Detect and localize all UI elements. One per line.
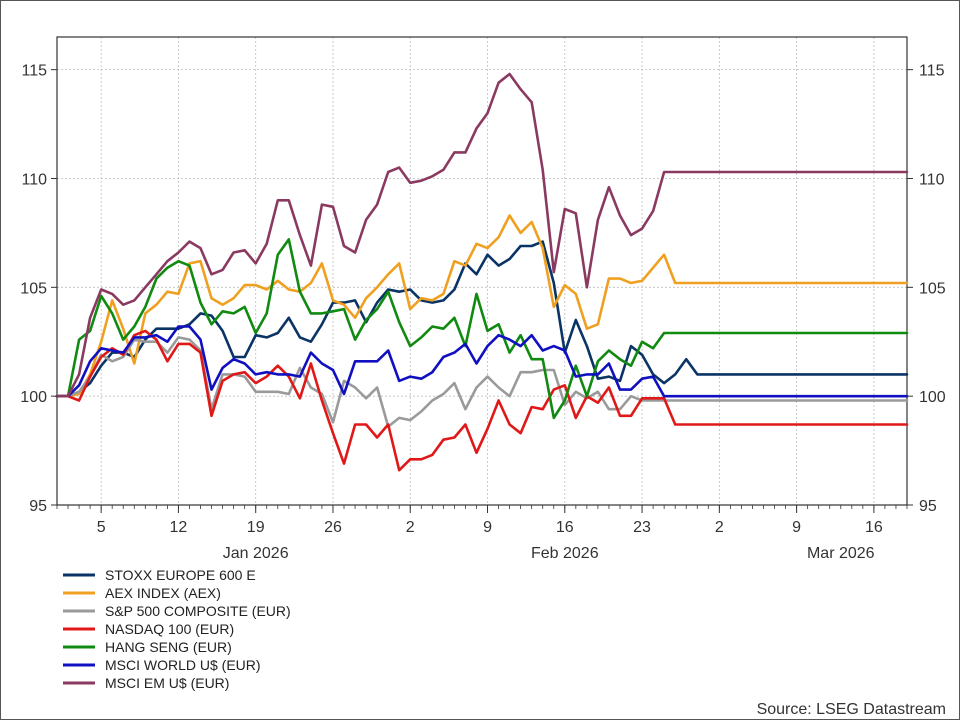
source-note: Source: LSEG Datastream: [757, 701, 946, 718]
y-tick-label-left: 105: [20, 280, 47, 297]
series-line-4: [55, 238, 909, 420]
legend-label: MSCI WORLD U$ (EUR): [105, 657, 261, 673]
y-tick-label-right: 115: [919, 63, 945, 80]
plot-border: [56, 36, 908, 506]
x-tick-label: 9: [483, 519, 492, 536]
legend-label: NASDAQ 100 (EUR): [105, 621, 234, 637]
series-line-5: [55, 325, 909, 398]
y-tick-label-left: 95: [29, 498, 47, 515]
legend-label: HANG SENG (EUR): [105, 639, 232, 655]
legend: STOXX EUROPE 600 E AEX INDEX (AEX) S&P 500…: [63, 567, 291, 691]
x-month-label: Feb 2026: [531, 545, 599, 562]
x-tick-label: 12: [170, 519, 188, 536]
y-tick-label-right: 100: [919, 389, 946, 406]
series-line-3: [55, 329, 909, 472]
y-tick-label-right: 95: [919, 498, 937, 515]
y-tick-label-right: 105: [919, 280, 946, 297]
x-tick-label: 16: [865, 519, 883, 536]
legend-label: AEX INDEX (AEX): [105, 585, 221, 601]
x-tick-label: 23: [633, 519, 651, 536]
legend-label: S&P 500 COMPOSITE (EUR): [105, 603, 291, 619]
x-tick-label: 9: [792, 519, 801, 536]
y-tick-label-right: 110: [919, 171, 945, 188]
grid: [57, 37, 907, 506]
y-tick-label-left: 115: [21, 63, 47, 80]
y-tick-label-left: 110: [21, 171, 47, 188]
legend-label: STOXX EUROPE 600 E: [105, 567, 256, 583]
series-layer: [55, 72, 909, 472]
x-tick-label: 26: [324, 519, 342, 536]
series-line-2: [55, 336, 909, 428]
series-line-0: [55, 240, 909, 398]
x-tick-label: 19: [247, 519, 265, 536]
series-line-1: [55, 214, 909, 398]
x-month-label: Jan 2026: [223, 545, 289, 562]
x-tick-label: 2: [406, 519, 415, 536]
x-tick-label: 2: [715, 519, 724, 536]
y-tick-label-left: 100: [20, 389, 47, 406]
axes: 95 95 100 100 105 105 110 110 115 115 5 12 19 26 2 9 16 2…: [20, 63, 946, 562]
legend-label: MSCI EM U$ (EUR): [105, 675, 229, 691]
x-month-label: Mar 2026: [807, 545, 875, 562]
x-tick-label: 5: [97, 519, 106, 536]
x-tick-label: 16: [556, 519, 574, 536]
series-line-6: [55, 72, 909, 398]
